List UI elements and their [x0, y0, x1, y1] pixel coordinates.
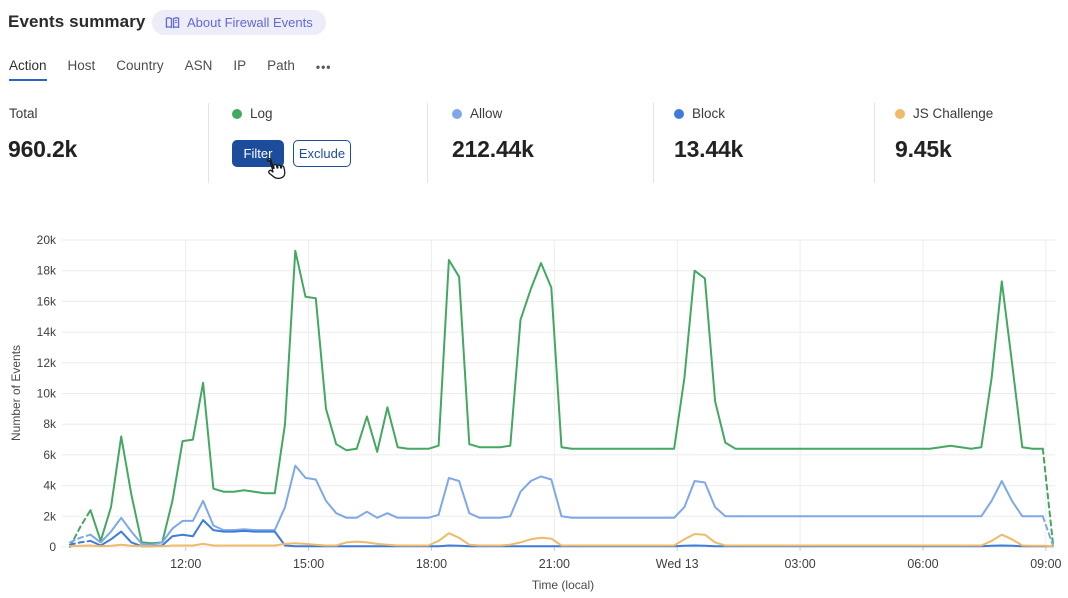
stat-allow-label: Allow	[470, 106, 503, 121]
x-axis-title: Time (local)	[532, 578, 594, 592]
stat-divider	[427, 103, 428, 183]
tabs-more-button[interactable]: •••	[315, 60, 332, 74]
series-block	[89, 519, 1054, 548]
x-tick-label: Wed 13	[656, 557, 699, 571]
y-tick-label: 18k	[37, 264, 57, 278]
log-legend-dot	[232, 108, 242, 119]
series-allow	[1041, 515, 1054, 547]
series-block	[69, 539, 92, 546]
y-tick-label: 12k	[37, 356, 57, 370]
y-axis-title: Number of Events	[9, 345, 23, 441]
y-tick-label: 6k	[43, 448, 57, 462]
x-tick-label: 15:00	[293, 557, 324, 571]
js-challenge-legend-dot	[895, 108, 905, 119]
stat-divider	[208, 103, 209, 183]
x-tick-label: 21:00	[539, 557, 570, 571]
stat-js-challenge-label: JS Challenge	[913, 106, 994, 121]
series-allow	[89, 464, 1044, 546]
x-tick-label: 06:00	[907, 557, 938, 571]
y-tick-label: 8k	[43, 417, 57, 431]
tab-bar: Action Host Country ASN IP Path •••	[9, 58, 332, 81]
x-tick-label: 18:00	[416, 557, 447, 571]
y-tick-label: 0	[49, 540, 56, 554]
tab-action[interactable]: Action	[9, 58, 47, 81]
tab-asn[interactable]: ASN	[184, 58, 213, 73]
book-icon	[165, 16, 180, 28]
allow-legend-dot	[452, 108, 462, 119]
exclude-button[interactable]: Exclude	[293, 140, 351, 167]
y-tick-label: 2k	[43, 509, 57, 523]
tab-country[interactable]: Country	[116, 58, 164, 73]
y-tick-label: 20k	[37, 233, 57, 247]
stat-total-label: Total	[9, 106, 38, 121]
page-title: Events summary	[8, 12, 146, 31]
y-tick-label: 14k	[37, 325, 57, 339]
about-firewall-events-badge[interactable]: About Firewall Events	[152, 10, 326, 35]
about-badge-label: About Firewall Events	[187, 15, 313, 30]
series-js-challenge	[69, 532, 1054, 548]
series-log	[1041, 447, 1054, 545]
series-log	[69, 509, 92, 548]
stat-allow-value: 212.44k	[452, 136, 534, 162]
stat-divider	[653, 103, 654, 183]
series-log	[89, 249, 1044, 545]
x-tick-label: 12:00	[170, 557, 201, 571]
stat-js-challenge-header: JS Challenge	[895, 106, 993, 121]
stat-log-label: Log	[250, 106, 273, 121]
y-tick-label: 10k	[37, 387, 57, 401]
x-tick-label: 09:00	[1030, 557, 1061, 571]
tab-ip[interactable]: IP	[233, 58, 247, 73]
y-tick-label: 16k	[37, 294, 57, 308]
x-tick-label: 03:00	[784, 557, 815, 571]
stat-block-label: Block	[692, 106, 726, 121]
stat-total-value: 960.2k	[8, 136, 78, 162]
block-legend-dot	[674, 108, 684, 119]
stat-block-value: 13.44k	[674, 136, 744, 162]
y-tick-label: 4k	[43, 479, 57, 493]
stat-log-header: Log	[232, 106, 273, 121]
tab-host[interactable]: Host	[67, 58, 96, 73]
stat-js-challenge-value: 9.45k	[895, 136, 952, 162]
series-allow	[69, 533, 92, 544]
stat-block-header: Block	[674, 106, 725, 121]
stat-divider	[874, 103, 875, 183]
tab-path[interactable]: Path	[267, 58, 295, 73]
stat-allow-header: Allow	[452, 106, 502, 121]
